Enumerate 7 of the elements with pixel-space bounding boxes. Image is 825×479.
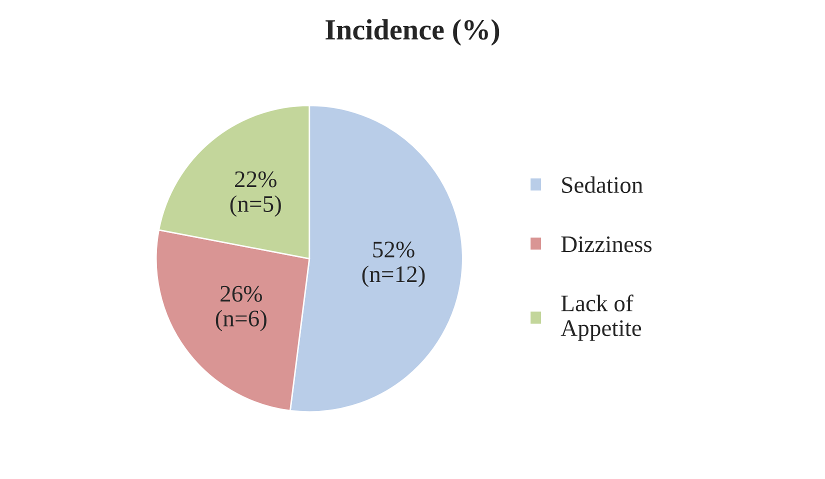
legend-label: Lack of Appetite (560, 294, 642, 341)
legend-label: Sedation (562, 176, 643, 194)
data-label: 26% (n=6) (216, 286, 266, 332)
data-label: 22% (n=5) (230, 171, 281, 217)
data-label: 52% (n=12) (362, 242, 425, 288)
legend-label: Dizziness (561, 236, 652, 252)
chart-title: Incidence (%) (326, 19, 500, 46)
